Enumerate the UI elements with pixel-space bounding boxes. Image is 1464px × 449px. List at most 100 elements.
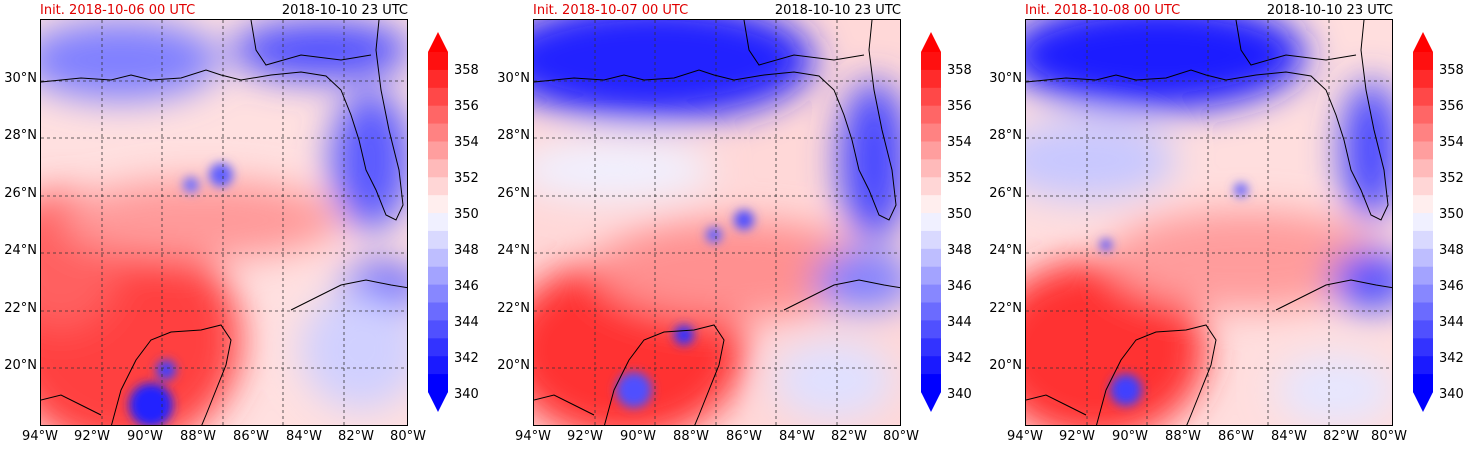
colorbar xyxy=(921,32,941,416)
colorbar-tick: 344 xyxy=(1439,315,1464,330)
lat-tick: 26°N xyxy=(4,186,37,201)
colorbar-level xyxy=(1413,123,1433,142)
lon-tick: 90°W xyxy=(620,429,656,444)
colorbar-tick: 346 xyxy=(947,279,972,294)
lat-tick: 22°N xyxy=(989,301,1022,316)
colorbar-level xyxy=(921,195,941,214)
lon-tick: 90°W xyxy=(127,429,163,444)
colorbar-level xyxy=(921,213,941,232)
map-plot xyxy=(1025,19,1393,426)
colorbar-level xyxy=(1413,141,1433,160)
valid-time-label: 2018-10-10 23 UTC xyxy=(281,3,408,18)
colorbar-level xyxy=(921,69,941,89)
coastline xyxy=(534,20,900,425)
colorbar-tick: 354 xyxy=(1439,135,1464,150)
colorbar-level xyxy=(921,159,941,178)
init-time-label: Init. 2018-10-07 00 UTC xyxy=(533,3,689,18)
lon-tick: 94°W xyxy=(22,429,58,444)
init-time-label: Init. 2018-10-08 00 UTC xyxy=(1025,3,1181,18)
colorbar-tick: 350 xyxy=(947,207,972,222)
lon-tick: 94°W xyxy=(1007,429,1043,444)
colorbar-tick: 342 xyxy=(1439,351,1464,366)
colorbar-level xyxy=(428,69,448,89)
colorbar-tick: 348 xyxy=(947,243,972,258)
map-panel-2: Init. 2018-10-07 00 UTC 2018-10-10 23 UT… xyxy=(493,0,973,449)
colorbar-tick: 352 xyxy=(1439,171,1464,186)
lat-tick: 30°N xyxy=(4,71,37,86)
colorbar-level xyxy=(428,266,448,286)
colorbar-level xyxy=(428,177,448,196)
colorbar-level xyxy=(921,52,941,71)
lat-tick: 20°N xyxy=(497,358,530,373)
colorbar-level xyxy=(921,284,941,304)
colorbar-level xyxy=(428,320,448,339)
lon-tick: 88°W xyxy=(1165,429,1201,444)
colorbar-level xyxy=(921,338,941,357)
colorbar-tick: 348 xyxy=(454,243,479,258)
colorbar-level xyxy=(1413,159,1433,178)
colorbar-tick: 356 xyxy=(947,99,972,114)
colorbar-level xyxy=(921,141,941,160)
colorbar xyxy=(428,32,448,416)
colorbar-level xyxy=(428,248,448,268)
lon-tick: 84°W xyxy=(779,429,815,444)
colorbar-level xyxy=(428,123,448,142)
colorbar-level xyxy=(1413,320,1433,339)
colorbar-level xyxy=(428,105,448,125)
colorbar-level xyxy=(428,356,448,375)
colorbar-level xyxy=(428,52,448,71)
colorbar-level xyxy=(1413,266,1433,286)
lat-tick: 28°N xyxy=(4,128,37,143)
lon-tick: 82°W xyxy=(338,429,374,444)
colorbar-level xyxy=(1413,356,1433,375)
colorbar-level xyxy=(428,338,448,357)
lat-tick: 24°N xyxy=(989,243,1022,258)
lon-tick: 80°W xyxy=(883,429,919,444)
theta-e-field xyxy=(41,20,407,425)
colorbar-level xyxy=(428,141,448,160)
colorbar-level xyxy=(428,284,448,304)
colorbar-level xyxy=(1413,69,1433,89)
lat-tick: 28°N xyxy=(497,128,530,143)
colorbar-tick: 358 xyxy=(947,63,972,78)
colorbar xyxy=(1413,32,1433,416)
lat-tick: 24°N xyxy=(4,243,37,258)
lon-tick: 90°W xyxy=(1112,429,1148,444)
lon-tick: 84°W xyxy=(1271,429,1307,444)
colorbar-level xyxy=(428,374,448,393)
lat-tick: 30°N xyxy=(989,71,1022,86)
lon-tick: 80°W xyxy=(390,429,426,444)
colorbar-tick: 346 xyxy=(454,279,479,294)
lat-tick: 20°N xyxy=(989,358,1022,373)
colorbar-level xyxy=(1413,248,1433,268)
colorbar-level xyxy=(921,320,941,339)
lat-tick: 22°N xyxy=(4,301,37,316)
colorbar-level xyxy=(428,195,448,214)
colorbar-tick: 344 xyxy=(947,315,972,330)
lon-tick: 88°W xyxy=(180,429,216,444)
theta-e-field xyxy=(534,20,900,425)
colorbar-tick: 350 xyxy=(1439,207,1464,222)
map-panel-3: Init. 2018-10-08 00 UTC 2018-10-10 23 UT… xyxy=(985,0,1464,449)
colorbar-tick: 354 xyxy=(454,135,479,150)
colorbar-tick: 342 xyxy=(947,351,972,366)
lat-tick: 26°N xyxy=(497,186,530,201)
colorbar-level xyxy=(1413,213,1433,232)
theta-e-field xyxy=(1026,20,1392,425)
colorbar-tick: 354 xyxy=(947,135,972,150)
colorbar-tick: 350 xyxy=(454,207,479,222)
valid-time-label: 2018-10-10 23 UTC xyxy=(774,3,901,18)
colorbar-level xyxy=(428,213,448,232)
lon-tick: 82°W xyxy=(831,429,867,444)
lat-tick: 20°N xyxy=(4,358,37,373)
lon-tick: 86°W xyxy=(726,429,762,444)
map-panel-1: Init. 2018-10-06 00 UTC 2018-10-10 23 UT… xyxy=(0,0,480,449)
colorbar-tick: 356 xyxy=(1439,99,1464,114)
lat-tick: 22°N xyxy=(497,301,530,316)
init-time-label: Init. 2018-10-06 00 UTC xyxy=(40,3,196,18)
colorbar-level xyxy=(921,248,941,268)
colorbar-level xyxy=(921,266,941,286)
lat-tick: 28°N xyxy=(989,128,1022,143)
lat-tick: 26°N xyxy=(989,186,1022,201)
colorbar-level xyxy=(921,374,941,393)
